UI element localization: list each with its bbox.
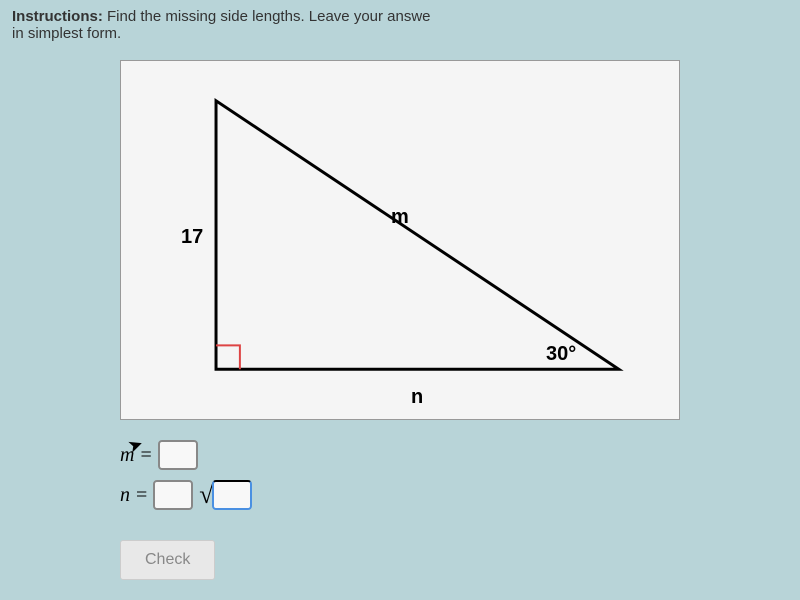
n-radicand-input[interactable] bbox=[212, 480, 252, 510]
answer-row-m: m = bbox=[120, 440, 800, 470]
side-label-17: 17 bbox=[181, 226, 203, 249]
instructions-part1: Find the missing side lengths. Leave you… bbox=[103, 8, 431, 25]
triangle-diagram: 17 m n 30° bbox=[120, 60, 680, 420]
instructions-label: Instructions: bbox=[12, 8, 103, 25]
radical-group: √ bbox=[199, 480, 251, 510]
answer-row-n: n = √ bbox=[120, 480, 800, 510]
answer-area: m = n = √ bbox=[120, 440, 800, 510]
side-label-m: m bbox=[391, 206, 409, 229]
instructions-part2: in simplest form. bbox=[12, 25, 121, 42]
triangle-svg bbox=[121, 61, 679, 419]
m-input[interactable] bbox=[158, 440, 198, 470]
check-button[interactable]: Check bbox=[120, 540, 215, 580]
instructions-text: Instructions: Find the missing side leng… bbox=[0, 0, 800, 50]
equals-n: = bbox=[136, 484, 147, 507]
n-coeff-input[interactable] bbox=[153, 480, 193, 510]
angle-label-30: 30° bbox=[546, 343, 576, 366]
var-n: n bbox=[120, 484, 130, 507]
side-label-n: n bbox=[411, 386, 423, 409]
